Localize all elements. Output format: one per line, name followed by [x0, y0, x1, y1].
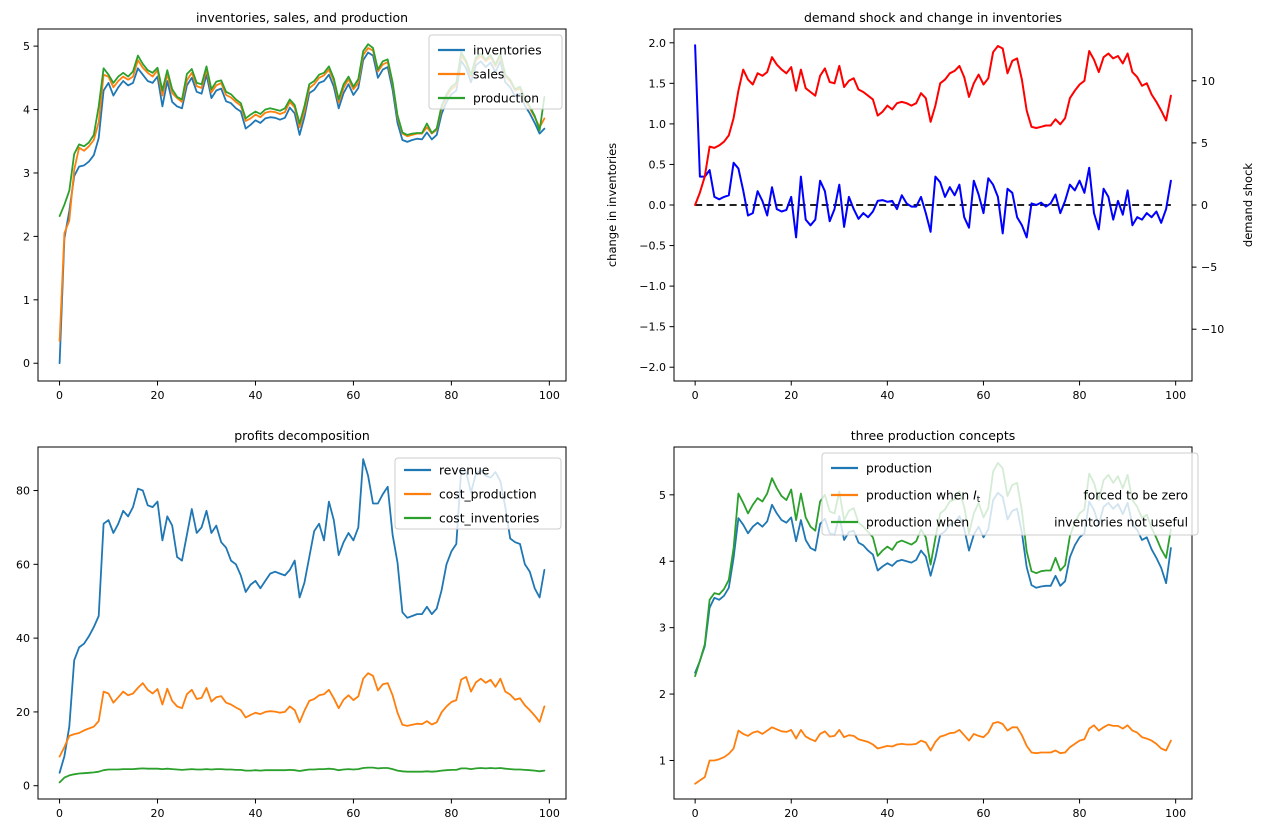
legend-label: sales: [473, 67, 504, 81]
x-tick-label: 40: [248, 389, 262, 402]
y-tick-right-label: 10: [1201, 75, 1215, 88]
legend-label: inventories: [473, 43, 542, 57]
x-tick-label: 100: [1165, 807, 1186, 820]
x-tick-label: 60: [346, 807, 360, 820]
x-tick-label: 100: [1165, 389, 1186, 402]
legend-label: revenue: [439, 463, 489, 477]
y-tick-label: 4: [659, 555, 666, 568]
legend: revenue cost_production cost_inventories: [394, 457, 562, 530]
series-cost-inventories: [58, 766, 546, 784]
y-tick-label: 20: [16, 706, 30, 719]
y-tick-label: 3: [659, 622, 666, 635]
legend-label: production when: [866, 515, 969, 529]
y-tick-label: 2.0: [649, 37, 667, 50]
x-tick-label: 80: [1073, 389, 1087, 402]
legend-label: cost_production: [439, 487, 537, 501]
y-tick-label: −0.5: [639, 240, 666, 253]
series-change-in-inventories: [694, 44, 1172, 239]
y-tick-label: 80: [16, 485, 30, 498]
legend-box: [428, 34, 563, 110]
legend-box: [821, 452, 1199, 536]
series-production-when-i-t-forced-to-be-zero: [694, 721, 1172, 785]
x-tick-label: 40: [880, 807, 894, 820]
legend: inventories sales production: [428, 34, 563, 110]
y-tick-label: 1: [659, 754, 666, 767]
x-tick-label: 60: [346, 389, 360, 402]
series-cost-production: [58, 672, 546, 758]
legend-box: [394, 457, 562, 530]
y-tick-label: 0.5: [649, 158, 667, 171]
legend: production production when It forced to be…: [821, 452, 1199, 536]
ylabel-right: demand shock: [1241, 163, 1255, 248]
y-tick-label: 5: [23, 40, 30, 53]
y-tick-label: −1.5: [639, 321, 666, 334]
y-tick-right-label: −10: [1201, 323, 1224, 336]
subplot-inventories-sales-production: 0 20 40 60 80 100 0 1 2 3 4 5 inventories, sales, an…: [23, 10, 567, 402]
subplot-demand-shock-change-in-inventories: 0 20 40 60 80 1002.01.51.00.50.0−0.5−1.0−1.5−…: [605, 10, 1255, 402]
x-tick-label: 0: [692, 807, 699, 820]
y-tick-label: 4: [23, 104, 30, 117]
y-tick-label: −1.0: [639, 280, 666, 293]
y-tick-label: 0.0: [649, 199, 667, 212]
x-tick-label: 80: [1073, 807, 1087, 820]
legend-label: cost_inventories: [439, 511, 539, 525]
y-tick-label: 1.0: [649, 118, 667, 131]
x-tick-label: 40: [248, 807, 262, 820]
y-tick-label: 0: [23, 357, 30, 370]
subplot-title: demand shock and change in inventories: [804, 10, 1062, 25]
legend-label: production when It: [866, 488, 981, 505]
y-tick-label: 2: [23, 230, 30, 243]
series-demand-shock: [694, 45, 1172, 206]
x-tick-label: 80: [444, 807, 458, 820]
x-tick-label: 60: [976, 389, 990, 402]
y-tick-label: 1: [23, 294, 30, 307]
subplot-title: profits decomposition: [234, 428, 370, 443]
x-tick-label: 60: [976, 807, 990, 820]
ylabel-left: change in inventories: [605, 143, 619, 267]
x-tick-label: 0: [56, 389, 63, 402]
legend-label: production: [866, 461, 932, 475]
legend-label-right: inventories not useful: [1054, 515, 1188, 529]
x-tick-label: 0: [56, 807, 63, 820]
y-tick-right-label: −5: [1201, 261, 1217, 274]
x-tick-label: 100: [539, 807, 560, 820]
legend-label-right: forced to be zero: [1083, 488, 1188, 502]
y-tick-label: 0: [23, 780, 30, 793]
y-tick-label: 3: [23, 167, 30, 180]
y-tick-label: 5: [659, 489, 666, 502]
subplot-profits-decomposition: 0 20 40 60 80 100 0 20 40 60 80 profits decompositi…: [16, 428, 567, 820]
x-tick-label: 0: [692, 389, 699, 402]
y-tick-label: 60: [16, 558, 30, 571]
x-tick-label: 100: [539, 389, 560, 402]
x-tick-label: 20: [151, 807, 165, 820]
subplot-title: inventories, sales, and production: [196, 10, 408, 25]
y-tick-label: 40: [16, 632, 30, 645]
y-tick-label: 1.5: [649, 77, 667, 90]
y-tick-label: 2: [659, 688, 666, 701]
x-tick-label: 20: [151, 389, 165, 402]
legend-label: production: [473, 91, 539, 105]
x-tick-label: 80: [444, 389, 458, 402]
subplot-three-production-concepts: 0 20 40 60 80 100 1 2 3 4 5 three production concep…: [659, 428, 1199, 820]
subplot-title: three production concepts: [851, 428, 1016, 443]
y-tick-right-label: 0: [1201, 199, 1208, 212]
x-tick-label: 40: [880, 389, 894, 402]
y-tick-right-label: 5: [1201, 137, 1208, 150]
y-tick-label: −2.0: [639, 361, 666, 374]
x-tick-label: 20: [784, 807, 798, 820]
x-tick-label: 20: [784, 389, 798, 402]
